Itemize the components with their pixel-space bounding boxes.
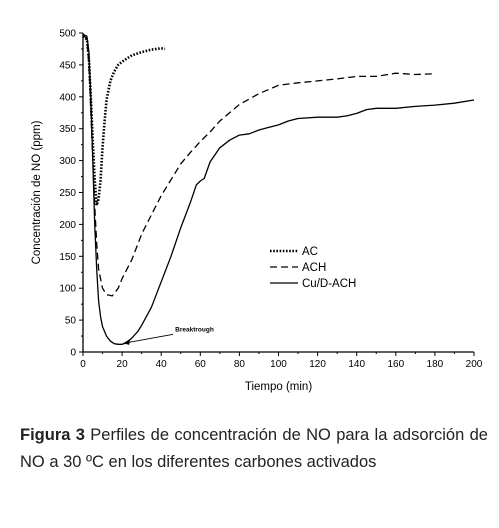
series-line-ac xyxy=(82,35,166,207)
y-tick-label: 200 xyxy=(59,220,76,231)
annotation-arrow-line xyxy=(123,333,174,344)
y-tick-label: 400 xyxy=(59,92,76,103)
legend-label: ACH xyxy=(302,262,326,274)
series-line-cu-d-ach xyxy=(82,33,475,345)
x-tick-label: 120 xyxy=(309,359,326,370)
x-tick-label: 180 xyxy=(427,359,444,370)
x-tick-label: 80 xyxy=(234,359,246,370)
caption-text: Perfiles de concentración de NO para la … xyxy=(20,426,488,471)
x-axis-label: Tiempo (min) xyxy=(245,381,312,393)
legend-label: AC xyxy=(302,246,318,258)
y-tick-label: 100 xyxy=(59,284,76,295)
y-tick-label: 250 xyxy=(59,188,76,199)
series-group xyxy=(82,33,475,345)
x-tick-label: 160 xyxy=(387,359,404,370)
x-tick-label: 40 xyxy=(156,359,168,370)
y-axis-label: Concentración de NO (ppm) xyxy=(31,120,43,264)
annotation: Breaktrough xyxy=(123,326,214,345)
legend: AC ACH Cu/D-ACH xyxy=(270,246,356,290)
y-tick-label: 50 xyxy=(65,316,77,327)
y-tick-label: 0 xyxy=(70,348,76,359)
x-tick-label: 0 xyxy=(80,359,86,370)
y-tick-label: 450 xyxy=(59,60,76,71)
annotation-label: Breaktrough xyxy=(175,326,214,333)
x-tick-label: 100 xyxy=(270,359,287,370)
x-tick-label: 140 xyxy=(348,359,365,370)
legend-label: Cu/D-ACH xyxy=(302,278,356,290)
series-line-ach xyxy=(82,33,435,297)
line-chart: 0 50 100 150 200 250 300 350 400 450 500 0 20 40 60 80 1… xyxy=(31,29,483,394)
caption-label: Figura 3 xyxy=(20,426,85,444)
axes: 0 50 100 150 200 250 300 350 400 450 500 0 20 40 60 80 1… xyxy=(31,29,483,394)
x-tick-label: 200 xyxy=(466,359,483,370)
x-tick-label: 20 xyxy=(117,359,129,370)
y-tick-label: 350 xyxy=(59,124,76,135)
y-tick-label: 150 xyxy=(59,252,76,263)
annotation-arrow-head xyxy=(123,338,131,345)
x-tick-label: 60 xyxy=(195,359,207,370)
y-tick-label: 300 xyxy=(59,156,76,167)
y-tick-label: 500 xyxy=(59,29,76,40)
figure-caption: Figura 3 Perfiles de concentración de NO… xyxy=(20,422,488,476)
